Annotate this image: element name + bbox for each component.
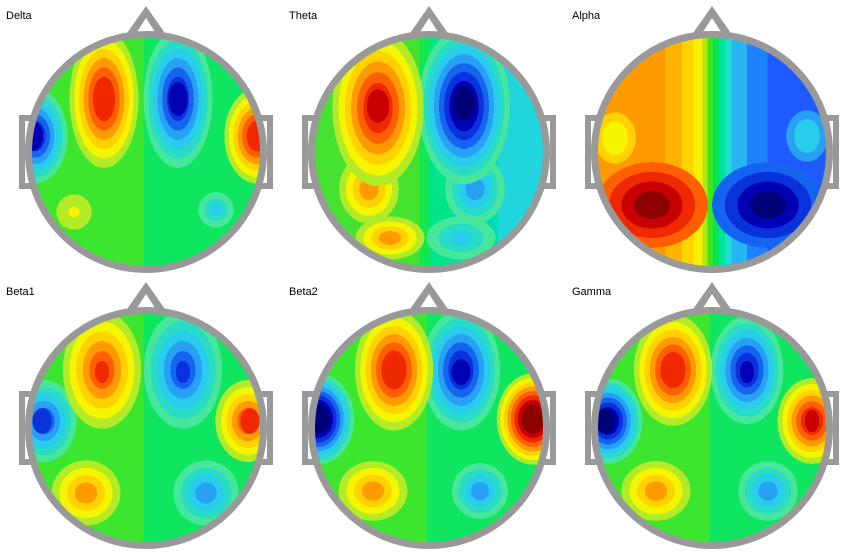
head-rim [591, 307, 833, 549]
topoplot-panel-theta: Theta [283, 0, 566, 283]
head-rim [308, 31, 550, 273]
band-label: Beta1 [6, 286, 35, 298]
topoplot-panel-beta2: Beta2 [283, 276, 566, 559]
topoplot-panel-gamma: Gamma [566, 276, 849, 559]
topoplot-panel-alpha: Alpha [566, 0, 849, 283]
band-label: Alpha [572, 10, 601, 22]
head-rim [25, 31, 267, 273]
head-rim [591, 31, 833, 273]
band-label: Gamma [572, 286, 612, 298]
band-label: Beta2 [289, 286, 318, 298]
topoplot-panel-beta1: Beta1 [0, 276, 283, 559]
head-rim [308, 307, 550, 549]
topoplot-panel-delta: Delta [0, 0, 283, 283]
head-rim [25, 307, 267, 549]
band-label: Delta [6, 10, 32, 22]
band-label: Theta [289, 10, 318, 22]
